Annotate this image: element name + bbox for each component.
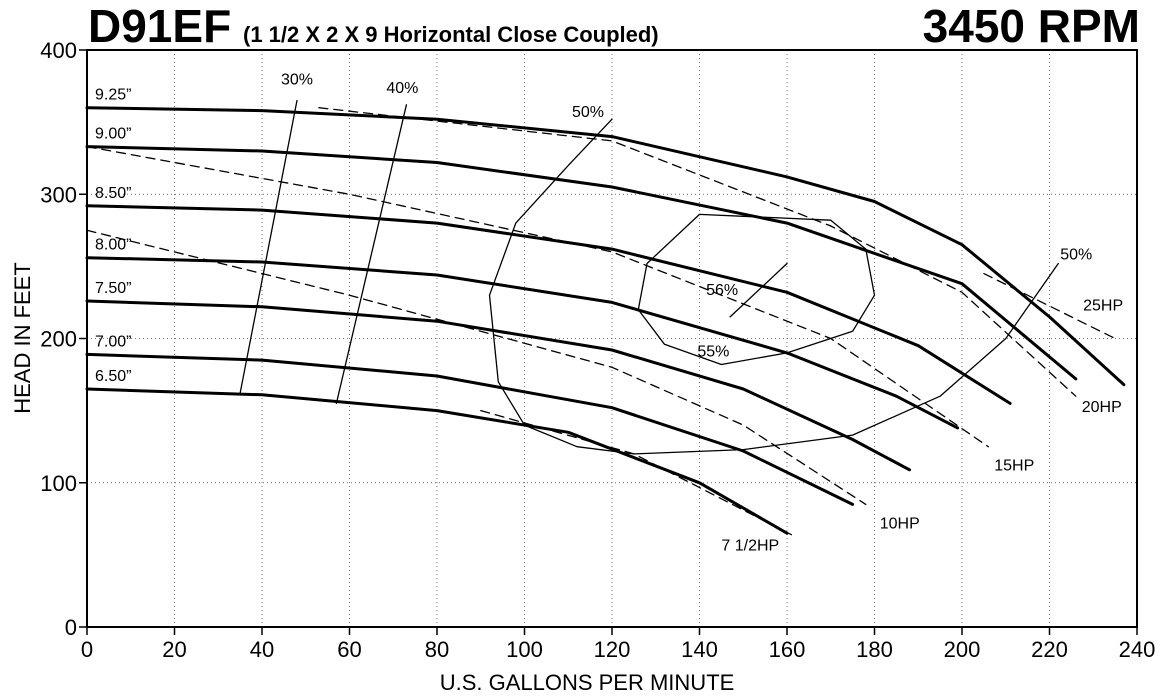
efficiency-label: 50%	[572, 104, 604, 121]
efficiency-curve	[729, 262, 788, 318]
x-tick-label: 100	[506, 637, 543, 662]
hp-curve	[318, 107, 1077, 397]
impeller-label: 8.50”	[95, 185, 131, 202]
efficiency-label: 56%	[706, 282, 738, 299]
hp-curve	[480, 409, 793, 536]
impeller-label: 9.00”	[95, 126, 131, 143]
x-tick-label: 220	[1031, 637, 1068, 662]
speed-annotation: 3450 RPM	[923, 0, 1140, 52]
x-tick-label: 160	[769, 637, 806, 662]
x-tick-label: 240	[1119, 637, 1156, 662]
efficiency-curve	[239, 99, 298, 394]
hp-label: 7 1/2HP	[721, 538, 779, 555]
impeller-curve	[85, 352, 855, 506]
impeller-curve	[85, 387, 789, 535]
y-tick-label: 300	[40, 182, 77, 207]
efficiency-label: 40%	[386, 80, 418, 97]
efficiency-label: 30%	[281, 71, 313, 88]
hp-label: 15HP	[994, 458, 1034, 475]
y-tick-label: 0	[65, 615, 77, 640]
y-tick-label: 400	[40, 38, 77, 63]
x-tick-label: 0	[81, 637, 93, 662]
efficiency-label: 55%	[697, 343, 729, 360]
x-tick-label: 140	[681, 637, 718, 662]
impeller-curve	[85, 256, 960, 430]
impeller-curve	[85, 204, 1012, 405]
impeller-label: 8.00”	[95, 237, 131, 254]
impeller-curve	[85, 106, 1126, 387]
plot-frame	[86, 49, 1138, 628]
impeller-label: 6.50”	[95, 368, 131, 385]
chart-subtitle: (1 1/2 X 2 X 9 Horizontal Close Coupled)	[243, 22, 659, 47]
hp-curve	[86, 229, 867, 506]
hp-label: 25HP	[1083, 298, 1123, 315]
x-tick-label: 180	[856, 637, 893, 662]
efficiency-curve	[335, 104, 408, 405]
efficiency-label: 50%	[1060, 246, 1092, 263]
x-tick-label: 80	[425, 637, 449, 662]
x-tick-label: 60	[337, 637, 361, 662]
efficiency-curve	[488, 118, 1059, 455]
efficiency-curve	[637, 213, 876, 366]
impeller-label: 9.25”	[95, 87, 131, 104]
hp-curve	[86, 145, 989, 448]
x-axis-label: U.S. GALLONS PER MINUTE	[440, 670, 735, 695]
x-tick-label: 120	[594, 637, 631, 662]
x-tick-label: 20	[162, 637, 186, 662]
impeller-curve	[85, 299, 911, 472]
hp-label: 10HP	[880, 515, 920, 532]
chart-title: D91EF	[88, 0, 231, 52]
y-tick-label: 100	[40, 471, 77, 496]
x-tick-label: 200	[944, 637, 981, 662]
hp-curve	[983, 272, 1116, 340]
impeller-label: 7.50”	[95, 280, 131, 297]
y-axis-label: HEAD IN FEET	[10, 262, 35, 414]
impeller-label: 7.00”	[95, 333, 131, 350]
x-tick-label: 40	[250, 637, 274, 662]
hp-label: 20HP	[1082, 399, 1122, 416]
impeller-curve	[85, 145, 1078, 381]
y-tick-label: 200	[40, 327, 77, 352]
